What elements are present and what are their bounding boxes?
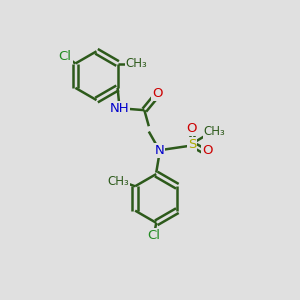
Text: CH₃: CH₃ (125, 57, 147, 70)
Text: NH: NH (109, 102, 129, 115)
Text: Cl: Cl (58, 50, 71, 63)
Text: O: O (152, 87, 163, 100)
Text: O: O (187, 122, 197, 135)
Text: N: N (154, 144, 164, 158)
Text: S: S (188, 138, 196, 152)
Text: CH₃: CH₃ (204, 125, 225, 138)
Text: O: O (202, 144, 213, 158)
Text: Cl: Cl (147, 229, 161, 242)
Text: CH₃: CH₃ (107, 175, 129, 188)
